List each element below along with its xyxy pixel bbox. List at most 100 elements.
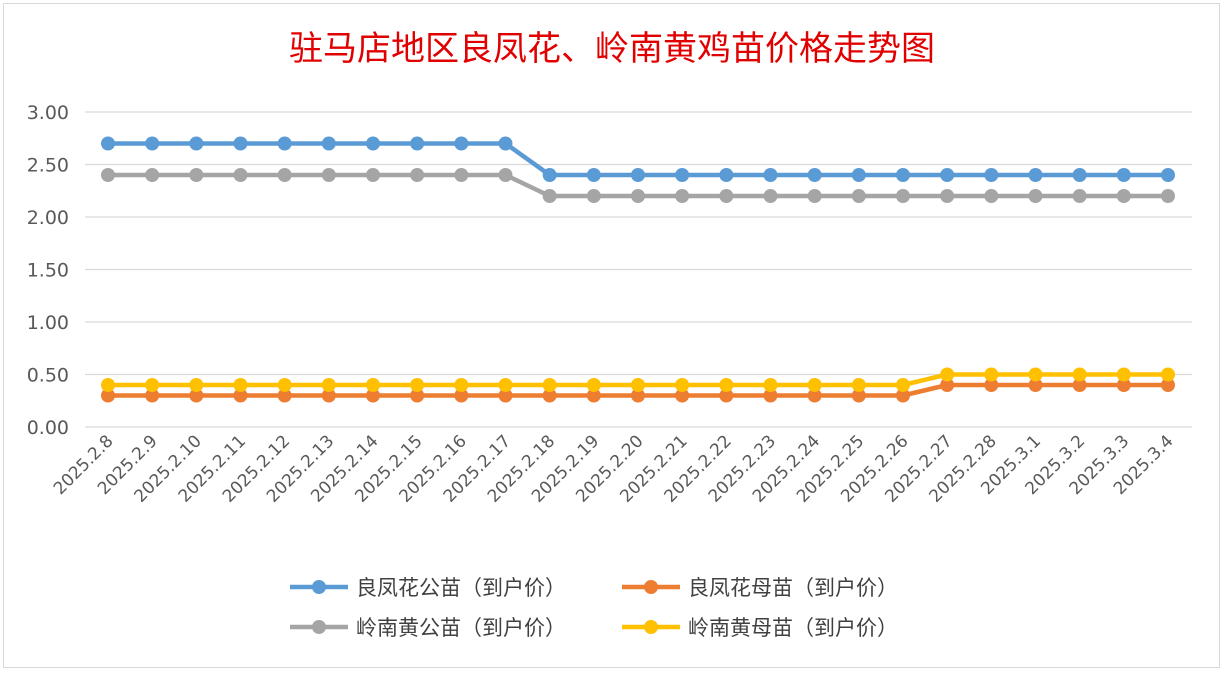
data-point — [1116, 367, 1131, 382]
data-point — [631, 168, 645, 182]
legend-swatch-marker — [644, 580, 658, 594]
data-point — [807, 388, 822, 403]
data-point — [101, 168, 115, 182]
data-point — [101, 388, 115, 403]
data-point — [851, 388, 866, 403]
data-point — [498, 136, 513, 151]
data-point — [851, 189, 866, 203]
data-point — [410, 168, 425, 182]
data-point — [675, 388, 690, 403]
x-axis-ticks: 2025.2.82025.2.92025.2.102025.2.112025.2… — [50, 431, 1178, 506]
data-point — [498, 168, 513, 182]
data-point — [1116, 168, 1131, 182]
data-point — [454, 378, 469, 392]
data-point — [586, 168, 601, 182]
y-tick-label: 2.50 — [27, 155, 69, 177]
data-point — [454, 136, 469, 151]
data-point — [631, 388, 645, 403]
series-3 — [101, 367, 1175, 392]
data-point — [410, 136, 425, 151]
data-point — [586, 378, 601, 392]
data-point — [1028, 367, 1043, 382]
legend-label: 良凤花母苗（到户价） — [688, 576, 898, 600]
legend: 良凤花公苗（到户价） 良凤花母苗（到户价） 岭南黄公苗（到户价） 岭南黄母苗（到户价） — [290, 576, 898, 640]
data-point — [1072, 367, 1087, 382]
data-point — [321, 168, 336, 182]
data-point — [631, 378, 645, 392]
data-point — [719, 388, 734, 403]
data-point — [896, 388, 910, 403]
data-point — [145, 388, 160, 403]
y-tick-label: 1.50 — [27, 260, 69, 282]
data-point — [984, 367, 999, 382]
data-point — [277, 378, 292, 392]
data-point — [498, 378, 513, 392]
y-tick-label: 0.50 — [27, 365, 69, 387]
data-point — [321, 388, 336, 403]
data-point — [763, 168, 778, 182]
data-point — [498, 388, 513, 403]
series-0 — [101, 136, 1175, 182]
legend-swatch-marker — [312, 580, 326, 594]
data-point — [145, 168, 160, 182]
data-point — [321, 136, 336, 151]
data-point — [189, 168, 204, 182]
data-point — [675, 168, 690, 182]
data-point — [277, 168, 292, 182]
data-point — [454, 168, 469, 182]
data-point — [1161, 189, 1175, 203]
data-point — [366, 136, 380, 151]
data-point — [1116, 378, 1131, 392]
y-axis-ticks: 0.00 0.50 1.00 1.50 2.00 2.50 3.00 — [27, 102, 69, 439]
data-point — [410, 388, 425, 403]
data-point — [1072, 378, 1087, 392]
data-point — [233, 388, 248, 403]
data-point — [1161, 378, 1175, 392]
data-point — [1072, 168, 1087, 182]
data-point — [719, 378, 734, 392]
data-point — [675, 378, 690, 392]
data-point — [542, 388, 557, 403]
data-point — [586, 388, 601, 403]
data-point — [719, 168, 734, 182]
y-tick-label: 0.00 — [27, 417, 69, 439]
data-point — [719, 189, 734, 203]
data-point — [1161, 168, 1175, 182]
data-point — [366, 168, 380, 182]
data-point — [366, 378, 380, 392]
legend-label: 良凤花公苗（到户价） — [356, 576, 566, 600]
data-point — [277, 136, 292, 151]
data-point — [807, 378, 822, 392]
data-point — [1028, 189, 1043, 203]
data-point — [277, 388, 292, 403]
data-point — [542, 168, 557, 182]
data-point — [1028, 168, 1043, 182]
data-point — [1028, 378, 1043, 392]
data-point — [542, 378, 557, 392]
legend-label: 岭南黄公苗（到户价） — [356, 616, 566, 640]
data-point — [321, 378, 336, 392]
legend-item: 岭南黄公苗（到户价） — [290, 616, 566, 640]
data-point — [984, 378, 999, 392]
legend-item: 良凤花母苗（到户价） — [622, 576, 898, 600]
data-point — [940, 378, 955, 392]
data-point — [763, 378, 778, 392]
data-point — [101, 378, 115, 392]
data-point — [631, 189, 645, 203]
data-point — [851, 168, 866, 182]
y-tick-label: 2.00 — [27, 207, 69, 229]
data-point — [233, 378, 248, 392]
y-tick-label: 1.00 — [27, 312, 69, 334]
data-point — [940, 189, 955, 203]
data-point — [410, 378, 425, 392]
data-point — [233, 168, 248, 182]
data-point — [940, 367, 955, 382]
data-point — [366, 388, 380, 403]
data-point — [586, 189, 601, 203]
data-point — [896, 168, 910, 182]
data-point — [851, 378, 866, 392]
chart-frame — [3, 3, 1220, 668]
legend-item: 良凤花公苗（到户价） — [290, 576, 566, 600]
data-point — [233, 136, 248, 151]
legend-swatch-marker — [644, 620, 658, 634]
